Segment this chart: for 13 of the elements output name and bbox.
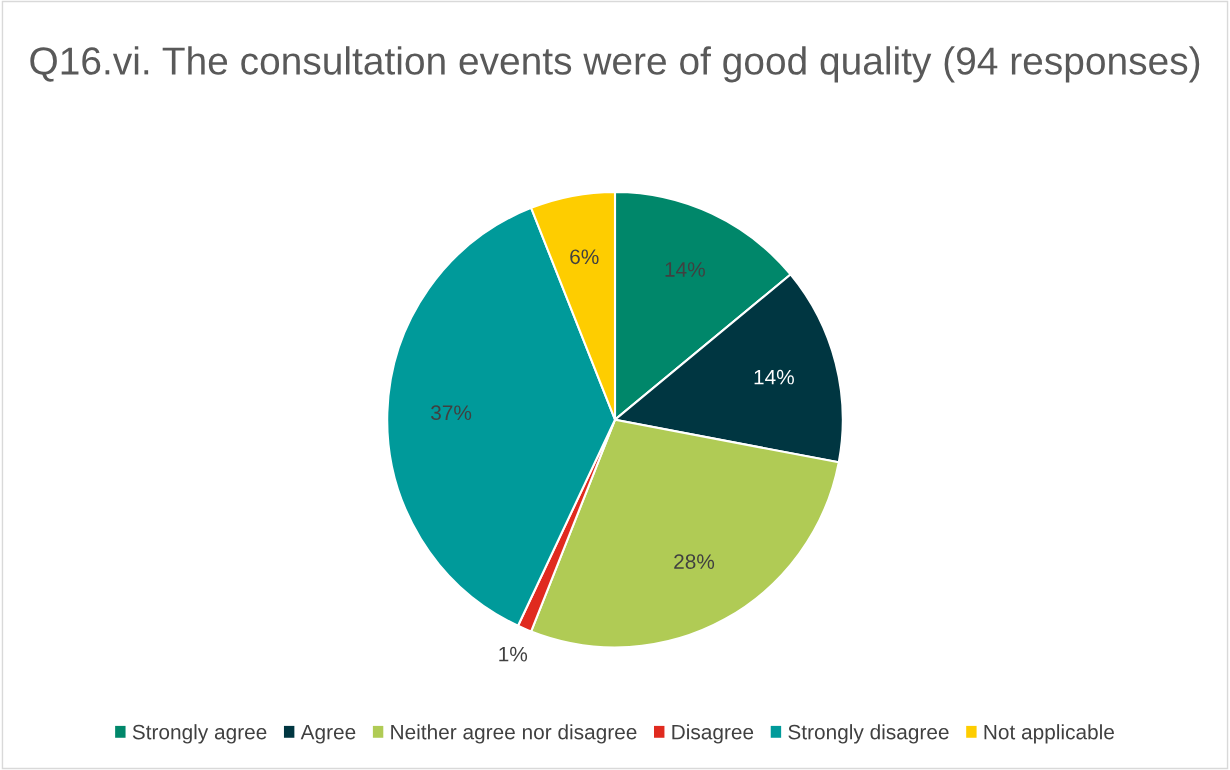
legend-label: Agree <box>300 724 356 744</box>
data-label: 28% <box>674 554 715 569</box>
data-label: 14% <box>665 262 705 277</box>
data-label: 6% <box>570 249 599 265</box>
data-label: 1% <box>499 646 528 662</box>
chart-title: Q16.vi. The consultation events were of good quality (94 responses) <box>30 46 1200 83</box>
legend-label: Neither agree nor disagree <box>391 724 637 744</box>
legend-label: Strongly agree <box>132 724 267 744</box>
legend-label: Not applicable <box>984 724 1114 744</box>
legend-label: Strongly disagree <box>788 724 949 744</box>
data-label: 14% <box>754 369 794 385</box>
data-label: 37% <box>431 405 472 421</box>
legend-label: Disagree <box>672 724 754 744</box>
